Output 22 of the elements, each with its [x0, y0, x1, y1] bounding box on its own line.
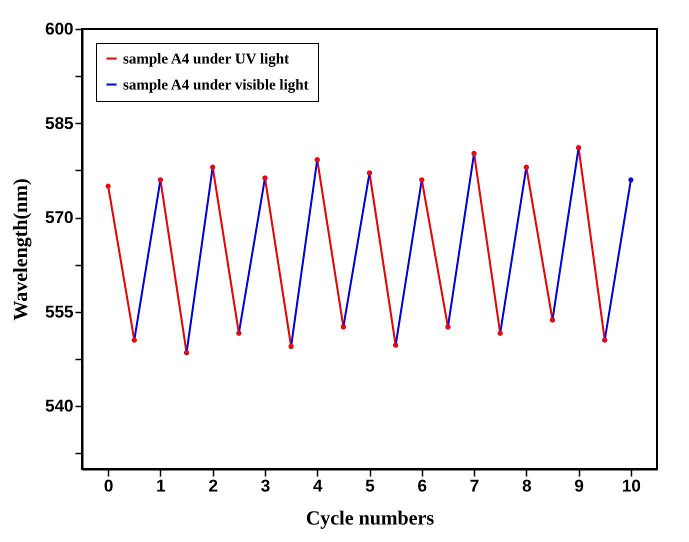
y-tick-label: 585	[45, 114, 74, 133]
point	[106, 184, 111, 189]
point	[628, 177, 634, 182]
x-tick-label: 9	[574, 476, 584, 496]
x-tick-label: 3	[260, 476, 270, 496]
x-tick-label: 7	[470, 476, 480, 496]
legend-label: sample A4 under visible light	[123, 78, 309, 94]
x-tick-label: 10	[622, 476, 641, 496]
y-tick-label: 600	[45, 20, 74, 38]
x-tick-label: 2	[208, 476, 218, 496]
x-tick-label: 1	[156, 476, 166, 496]
legend-label: sample A4 under UV light	[123, 52, 290, 68]
x-tick-label: 6	[418, 476, 428, 496]
y-tick-label: 555	[45, 302, 74, 322]
y-tick-label: 540	[45, 396, 74, 416]
y-axis-title: Wavelength(nm)	[10, 178, 32, 321]
x-tick-label: 0	[104, 476, 114, 496]
y-tick-label: 570	[45, 208, 74, 228]
x-tick-label: 4	[312, 476, 323, 496]
x-tick-label: 8	[522, 476, 532, 496]
x-tick-label: 5	[365, 476, 375, 496]
x-axis-title: Cycle numbers	[306, 508, 434, 530]
